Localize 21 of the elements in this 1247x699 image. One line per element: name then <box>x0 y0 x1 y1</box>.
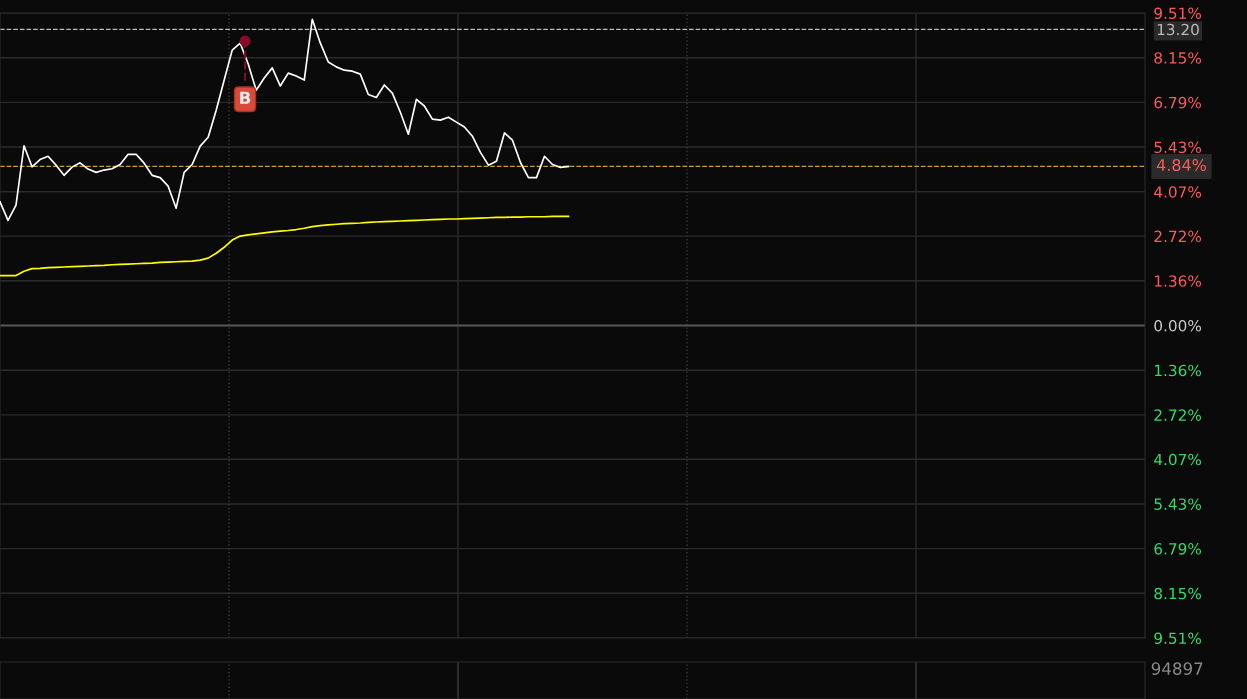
y-tick-label: 1.36% <box>1155 275 1202 287</box>
y-tick-label: 2.72% <box>1154 409 1202 421</box>
y-tick-label: 4.07% <box>1154 186 1202 198</box>
y-tick-label: 6.79% <box>1154 96 1202 109</box>
text: 13.20 <box>1157 23 1199 36</box>
y-tick-label: 8.15% <box>1154 587 1202 600</box>
y-tick-label: 2.72% <box>1154 230 1202 243</box>
y-tick-label: 5.43% <box>1154 498 1202 510</box>
ref-line-label: 4.84% <box>1156 159 1206 172</box>
y-tick-label: 9.51% <box>1154 632 1202 645</box>
y-tick-label: 0.00% <box>1154 319 1202 332</box>
line-series <box>0 215 570 277</box>
y-tick-label: 9.51% <box>1154 7 1202 20</box>
line-series <box>0 18 570 222</box>
y-tick-label: 4.07% <box>1154 453 1202 466</box>
y-tick-label: 6.79% <box>1154 543 1202 555</box>
y-tick-label: 1.36% <box>1155 364 1202 377</box>
y-tick-label: 5.43% <box>1154 141 1202 154</box>
y-tick-label: 8.15% <box>1154 52 1202 64</box>
annotation: B <box>240 91 251 104</box>
text: 94897 <box>1151 662 1203 675</box>
